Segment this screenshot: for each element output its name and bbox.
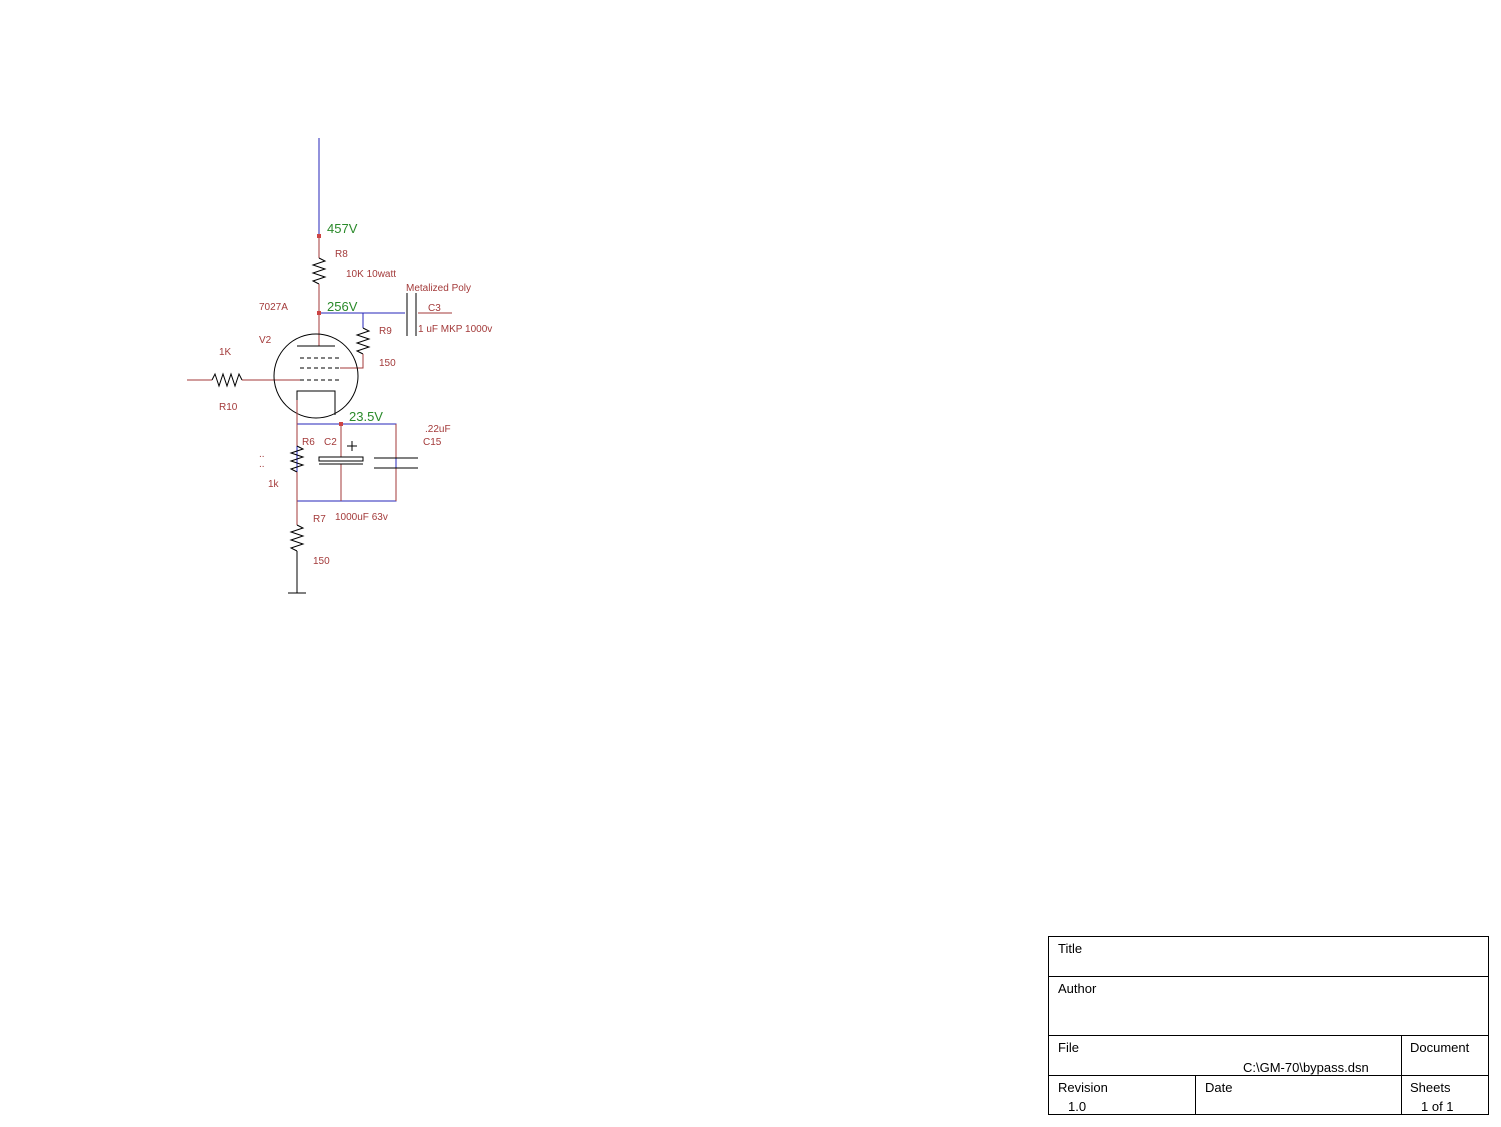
voltage: 23.5V: [349, 409, 383, 424]
title-block: Title Author File C:\GM-70\bypass.dsn Do…: [1048, 936, 1489, 1115]
voltage: 457V: [327, 221, 358, 236]
ref: R6: [302, 437, 315, 448]
value: 150: [313, 556, 330, 567]
label: Author: [1058, 981, 1097, 996]
tube-ref: V2: [259, 335, 272, 346]
revision: 1.0: [1068, 1099, 1086, 1114]
value: 1k: [268, 479, 280, 490]
label: Title: [1058, 941, 1082, 956]
wires: [187, 138, 452, 594]
value: 1000uF 63v: [335, 512, 388, 523]
label: Date: [1205, 1080, 1232, 1095]
marker: ..: [259, 449, 265, 460]
ref: C15: [423, 437, 442, 448]
value: 150: [379, 358, 396, 369]
voltage: 256V: [327, 299, 358, 314]
ref: C2: [324, 437, 337, 448]
label: Revision: [1058, 1080, 1108, 1095]
ref: C3: [428, 303, 441, 314]
sheets: 1 of 1: [1421, 1099, 1454, 1114]
value: .22uF: [425, 424, 451, 435]
label: Document: [1410, 1040, 1470, 1055]
type: Metalized Poly: [406, 283, 471, 294]
value: 1 uF MKP 1000v: [418, 324, 492, 335]
value: 10K 10watt: [346, 269, 396, 280]
ref: R7: [313, 514, 326, 525]
ref: R10: [219, 402, 238, 413]
ref: R8: [335, 249, 348, 260]
label: Sheets: [1410, 1080, 1451, 1095]
ref: R9: [379, 326, 392, 337]
marker: ..: [259, 459, 265, 470]
label: File: [1058, 1040, 1079, 1055]
value: 1K: [219, 347, 232, 358]
tube-type: 7027A: [259, 302, 288, 313]
file-path: C:\GM-70\bypass.dsn: [1243, 1060, 1369, 1075]
